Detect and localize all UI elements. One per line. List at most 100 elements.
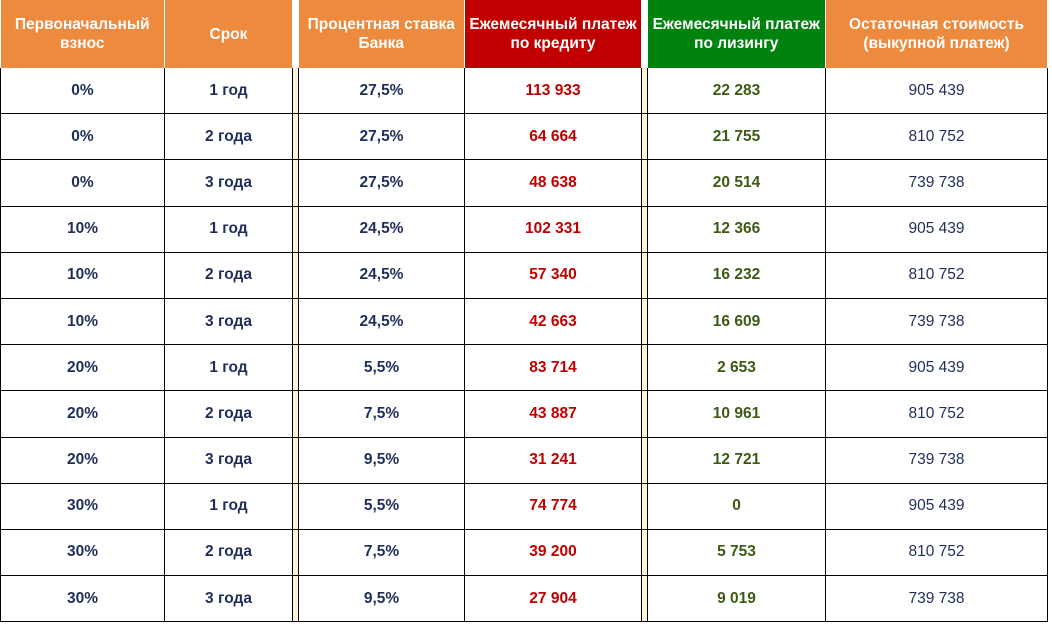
table-row: 20% 3 года 9,5% 31 241 12 721 739 738: [0, 437, 1048, 484]
cell-term[interactable]: 3 года: [164, 298, 293, 346]
cell-lease-payment[interactable]: 9 019: [647, 575, 826, 623]
cell-rate[interactable]: 7,5%: [298, 529, 465, 577]
cell-lease-payment[interactable]: 20 514: [647, 159, 826, 207]
column-gap-cell[interactable]: [641, 68, 648, 115]
cell-down-payment[interactable]: 30%: [0, 483, 165, 530]
cell-credit-payment[interactable]: 27 904: [464, 575, 642, 623]
cell-credit-payment[interactable]: 39 200: [464, 529, 642, 577]
cell-down-payment[interactable]: 0%: [0, 113, 165, 161]
cell-term[interactable]: 1 год: [164, 344, 293, 392]
cell-rate[interactable]: 9,5%: [298, 575, 465, 623]
column-gap: [641, 0, 648, 68]
column-gap-cell[interactable]: [292, 298, 299, 346]
cell-down-payment[interactable]: 0%: [0, 68, 165, 115]
cell-credit-payment[interactable]: 74 774: [464, 483, 642, 530]
column-gap-cell[interactable]: [292, 68, 299, 115]
cell-term[interactable]: 3 года: [164, 159, 293, 207]
cell-credit-payment[interactable]: 48 638: [464, 159, 642, 207]
cell-lease-payment[interactable]: 16 232: [647, 252, 826, 299]
column-gap-cell[interactable]: [641, 437, 648, 484]
column-gap-cell[interactable]: [292, 113, 299, 161]
cell-down-payment[interactable]: 30%: [0, 575, 165, 623]
cell-lease-payment[interactable]: 12 366: [647, 206, 826, 253]
column-gap-cell[interactable]: [292, 206, 299, 253]
cell-rate[interactable]: 7,5%: [298, 390, 465, 438]
column-gap-cell[interactable]: [292, 529, 299, 577]
cell-term[interactable]: 2 года: [164, 113, 293, 161]
cell-down-payment[interactable]: 20%: [0, 344, 165, 392]
column-gap-cell[interactable]: [641, 483, 648, 530]
cell-term[interactable]: 3 года: [164, 575, 293, 623]
cell-term[interactable]: 2 года: [164, 390, 293, 438]
cell-credit-payment[interactable]: 113 933: [464, 68, 642, 115]
column-gap-cell[interactable]: [641, 390, 648, 438]
cell-rate[interactable]: 27,5%: [298, 68, 465, 115]
table-row: 20% 1 год 5,5% 83 714 2 653 905 439: [0, 344, 1048, 392]
cell-residual[interactable]: 739 738: [825, 437, 1048, 484]
cell-term[interactable]: 2 года: [164, 529, 293, 577]
cell-lease-payment[interactable]: 22 283: [647, 68, 826, 115]
cell-lease-payment[interactable]: 0: [647, 483, 826, 530]
cell-lease-payment[interactable]: 2 653: [647, 344, 826, 392]
column-gap-cell[interactable]: [641, 575, 648, 623]
cell-credit-payment[interactable]: 102 331: [464, 206, 642, 253]
column-gap-cell[interactable]: [641, 252, 648, 299]
cell-term[interactable]: 3 года: [164, 437, 293, 484]
cell-rate[interactable]: 27,5%: [298, 159, 465, 207]
cell-down-payment[interactable]: 20%: [0, 437, 165, 484]
cell-credit-payment[interactable]: 83 714: [464, 344, 642, 392]
cell-residual[interactable]: 905 439: [825, 68, 1048, 115]
cell-credit-payment[interactable]: 57 340: [464, 252, 642, 299]
cell-rate[interactable]: 9,5%: [298, 437, 465, 484]
cell-rate[interactable]: 5,5%: [298, 483, 465, 530]
cell-down-payment[interactable]: 30%: [0, 529, 165, 577]
cell-residual[interactable]: 905 439: [825, 206, 1048, 253]
cell-down-payment[interactable]: 10%: [0, 206, 165, 253]
cell-lease-payment[interactable]: 21 755: [647, 113, 826, 161]
column-gap-cell[interactable]: [641, 206, 648, 253]
cell-down-payment[interactable]: 10%: [0, 298, 165, 346]
cell-residual[interactable]: 905 439: [825, 344, 1048, 392]
table-row: 10% 3 года 24,5% 42 663 16 609 739 738: [0, 298, 1048, 346]
cell-credit-payment[interactable]: 43 887: [464, 390, 642, 438]
cell-lease-payment[interactable]: 5 753: [647, 529, 826, 577]
column-gap-cell[interactable]: [292, 252, 299, 299]
column-gap-cell[interactable]: [641, 344, 648, 392]
column-gap-cell[interactable]: [641, 529, 648, 577]
column-gap-cell[interactable]: [292, 575, 299, 623]
cell-rate[interactable]: 24,5%: [298, 206, 465, 253]
cell-residual[interactable]: 810 752: [825, 113, 1048, 161]
column-gap-cell[interactable]: [292, 344, 299, 392]
cell-residual[interactable]: 810 752: [825, 390, 1048, 438]
column-gap-cell[interactable]: [641, 159, 648, 207]
cell-term[interactable]: 2 года: [164, 252, 293, 299]
cell-lease-payment[interactable]: 10 961: [647, 390, 826, 438]
cell-rate[interactable]: 5,5%: [298, 344, 465, 392]
column-gap-cell[interactable]: [641, 113, 648, 161]
cell-credit-payment[interactable]: 42 663: [464, 298, 642, 346]
cell-residual[interactable]: 739 738: [825, 298, 1048, 346]
cell-rate[interactable]: 27,5%: [298, 113, 465, 161]
cell-residual[interactable]: 739 738: [825, 159, 1048, 207]
cell-residual[interactable]: 810 752: [825, 529, 1048, 577]
cell-lease-payment[interactable]: 16 609: [647, 298, 826, 346]
column-gap-cell[interactable]: [292, 159, 299, 207]
cell-residual[interactable]: 810 752: [825, 252, 1048, 299]
cell-down-payment[interactable]: 20%: [0, 390, 165, 438]
column-gap-cell[interactable]: [641, 298, 648, 346]
cell-lease-payment[interactable]: 12 721: [647, 437, 826, 484]
cell-rate[interactable]: 24,5%: [298, 298, 465, 346]
cell-rate[interactable]: 24,5%: [298, 252, 465, 299]
cell-term[interactable]: 1 год: [164, 206, 293, 253]
column-gap-cell[interactable]: [292, 483, 299, 530]
cell-residual[interactable]: 905 439: [825, 483, 1048, 530]
cell-down-payment[interactable]: 0%: [0, 159, 165, 207]
column-gap-cell[interactable]: [292, 390, 299, 438]
column-gap-cell[interactable]: [292, 437, 299, 484]
cell-term[interactable]: 1 год: [164, 68, 293, 115]
cell-residual[interactable]: 739 738: [825, 575, 1048, 623]
cell-term[interactable]: 1 год: [164, 483, 293, 530]
cell-credit-payment[interactable]: 64 664: [464, 113, 642, 161]
cell-credit-payment[interactable]: 31 241: [464, 437, 642, 484]
cell-down-payment[interactable]: 10%: [0, 252, 165, 299]
